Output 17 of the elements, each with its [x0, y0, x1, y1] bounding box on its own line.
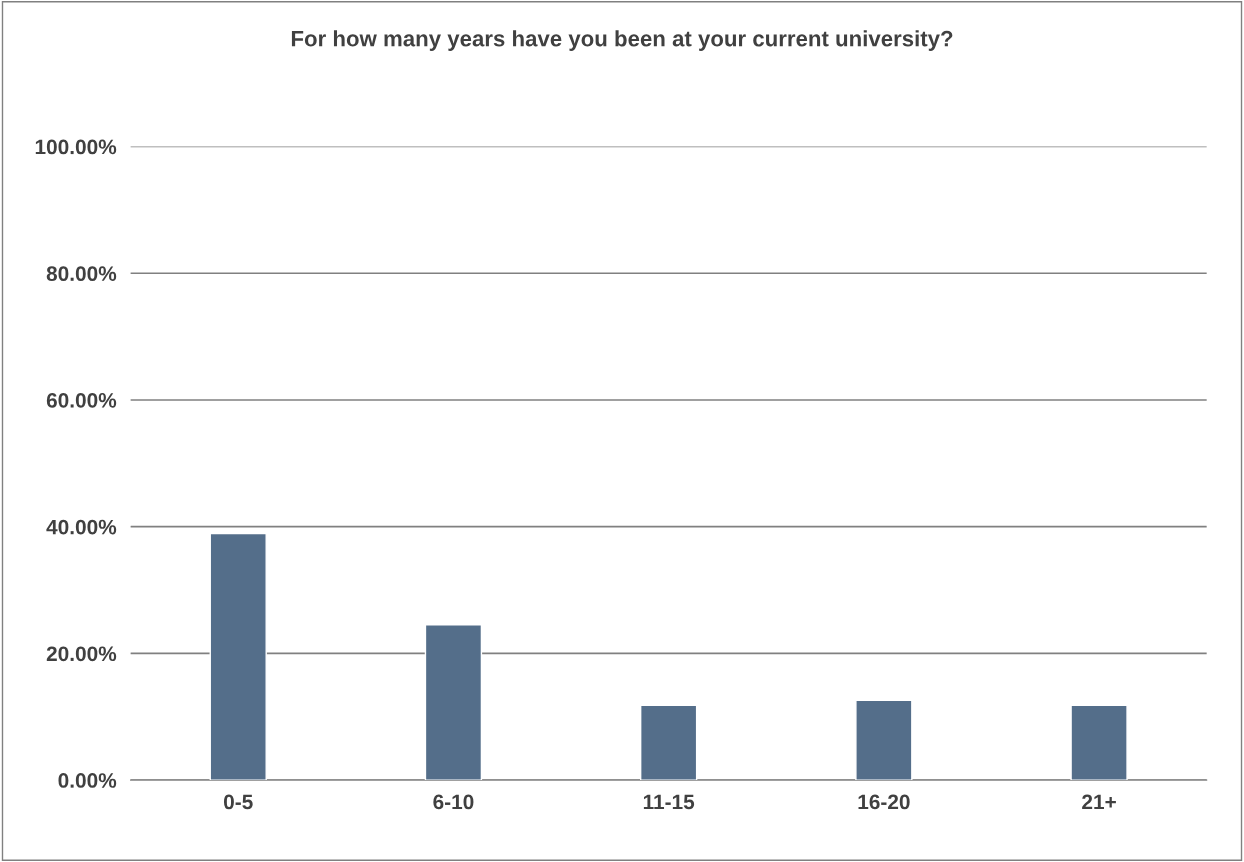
bar: [1070, 704, 1128, 781]
y-tick-label: 40.00%: [46, 519, 117, 535]
bar: [424, 624, 483, 781]
bar: [855, 699, 913, 781]
x-tick-label: 11-15: [643, 794, 695, 810]
x-tick-label: 16-20: [858, 794, 910, 810]
y-tick-label: 20.00%: [46, 646, 117, 662]
x-tick-label: 21+: [1082, 794, 1116, 810]
y-tick-label: 100.00%: [35, 139, 117, 155]
chart-title: For how many years have you been at your current university?: [291, 30, 953, 51]
bar: [209, 532, 267, 781]
x-tick-label: 6-10: [433, 794, 474, 810]
y-tick-label: 0.00%: [58, 773, 117, 788]
bar: [639, 704, 698, 781]
y-tick-label: 60.00%: [46, 392, 117, 408]
x-tick-label: 0-5: [224, 794, 253, 810]
y-tick-label: 80.00%: [46, 266, 117, 282]
